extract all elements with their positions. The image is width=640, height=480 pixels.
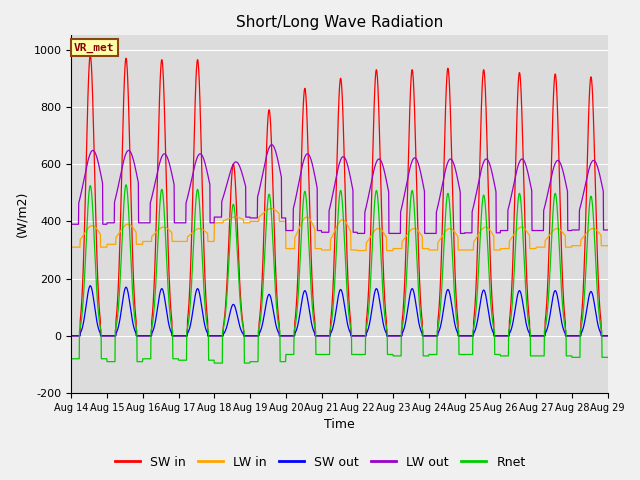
Y-axis label: (W/m2): (W/m2)	[15, 191, 28, 238]
Legend: SW in, LW in, SW out, LW out, Rnet: SW in, LW in, SW out, LW out, Rnet	[109, 451, 531, 474]
X-axis label: Time: Time	[324, 419, 355, 432]
Text: VR_met: VR_met	[74, 43, 115, 53]
Title: Short/Long Wave Radiation: Short/Long Wave Radiation	[236, 15, 443, 30]
